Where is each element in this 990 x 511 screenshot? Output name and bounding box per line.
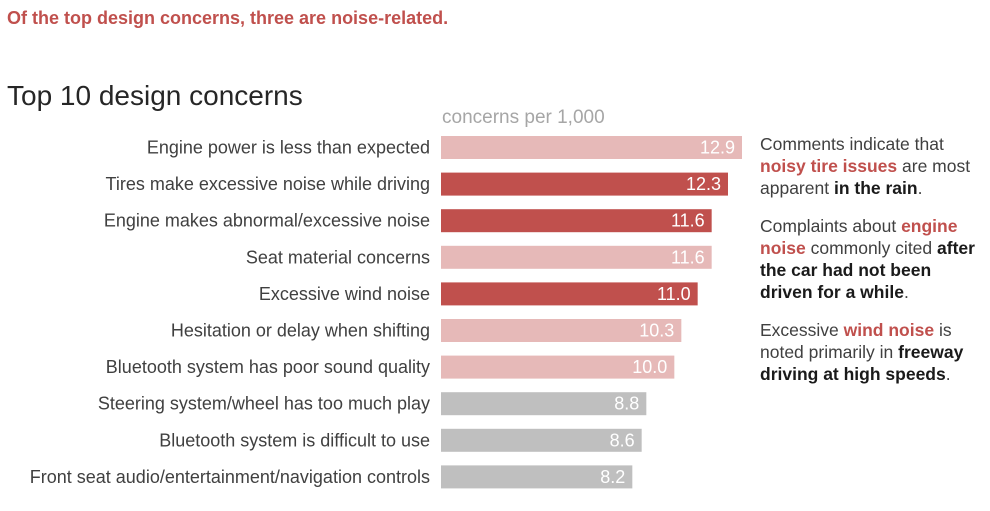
value-label-2: 12.3 bbox=[686, 174, 721, 194]
headline: Of the top design concerns, three are no… bbox=[7, 8, 449, 28]
value-label-1: 12.9 bbox=[700, 138, 735, 158]
category-label-5: Excessive wind noise bbox=[259, 284, 430, 304]
bar-7 bbox=[441, 355, 675, 379]
note-text: Excessive bbox=[760, 320, 844, 340]
note-text: is noted primarily in bbox=[760, 320, 952, 362]
value-label-8: 8.8 bbox=[614, 394, 639, 414]
bar-3 bbox=[441, 209, 712, 233]
bar-2 bbox=[441, 172, 728, 196]
note-text: in the rain bbox=[833, 178, 918, 198]
chart-title: Top 10 design concerns bbox=[7, 80, 303, 111]
note-text: commonly cited bbox=[805, 238, 938, 258]
bar-10 bbox=[441, 465, 633, 489]
category-label-1: Engine power is less than expected bbox=[147, 138, 430, 158]
category-label-4: Seat material concerns bbox=[246, 247, 430, 267]
value-label-3: 11.6 bbox=[671, 211, 705, 231]
bar-5 bbox=[441, 282, 698, 306]
value-label-9: 8.6 bbox=[610, 430, 635, 450]
x-axis-label: concerns per 1,000 bbox=[442, 107, 605, 128]
bar-6 bbox=[441, 319, 682, 342]
category-label-10: Front seat audio/entertainment/navigatio… bbox=[30, 467, 430, 487]
bar-1 bbox=[441, 136, 742, 159]
annotation-note-2: Complaints about engine noise commonly c… bbox=[760, 215, 988, 303]
value-label-5: 11.0 bbox=[657, 284, 691, 304]
value-label-7: 10.0 bbox=[632, 357, 667, 377]
category-label-7: Bluetooth system has poor sound quality bbox=[106, 357, 430, 377]
note-text: engine noise bbox=[760, 216, 958, 258]
note-text: are most apparent bbox=[760, 156, 971, 198]
category-label-2: Tires make excessive noise while driving bbox=[106, 174, 430, 194]
annotation-panel: Comments indicate that noisy tire issues… bbox=[760, 133, 988, 401]
category-label-6: Hesitation or delay when shifting bbox=[171, 321, 430, 341]
note-text: noisy tire issues bbox=[760, 156, 898, 176]
note-text: Complaints about bbox=[760, 216, 902, 236]
note-text: freeway driving at high speeds bbox=[760, 342, 964, 384]
bar-4 bbox=[441, 245, 712, 269]
bar-8 bbox=[441, 392, 647, 416]
note-text: . bbox=[903, 282, 909, 302]
note-text: Comments indicate that bbox=[760, 134, 944, 154]
annotation-note-1: Comments indicate that noisy tire issues… bbox=[760, 133, 988, 199]
note-text: . bbox=[917, 178, 923, 198]
note-text: wind noise bbox=[843, 320, 935, 340]
annotation-note-3: Excessive wind noise is noted primarily … bbox=[760, 319, 988, 385]
value-label-4: 11.6 bbox=[671, 247, 705, 267]
value-label-10: 8.2 bbox=[600, 467, 625, 487]
category-label-9: Bluetooth system is difficult to use bbox=[159, 430, 430, 450]
bar-9 bbox=[441, 428, 642, 452]
note-text: . bbox=[945, 364, 951, 384]
category-label-3: Engine makes abnormal/excessive noise bbox=[104, 211, 430, 231]
category-label-8: Steering system/wheel has too much play bbox=[98, 394, 430, 414]
value-label-6: 10.3 bbox=[639, 321, 674, 341]
note-text: after the car had not been driven for a … bbox=[760, 238, 975, 302]
